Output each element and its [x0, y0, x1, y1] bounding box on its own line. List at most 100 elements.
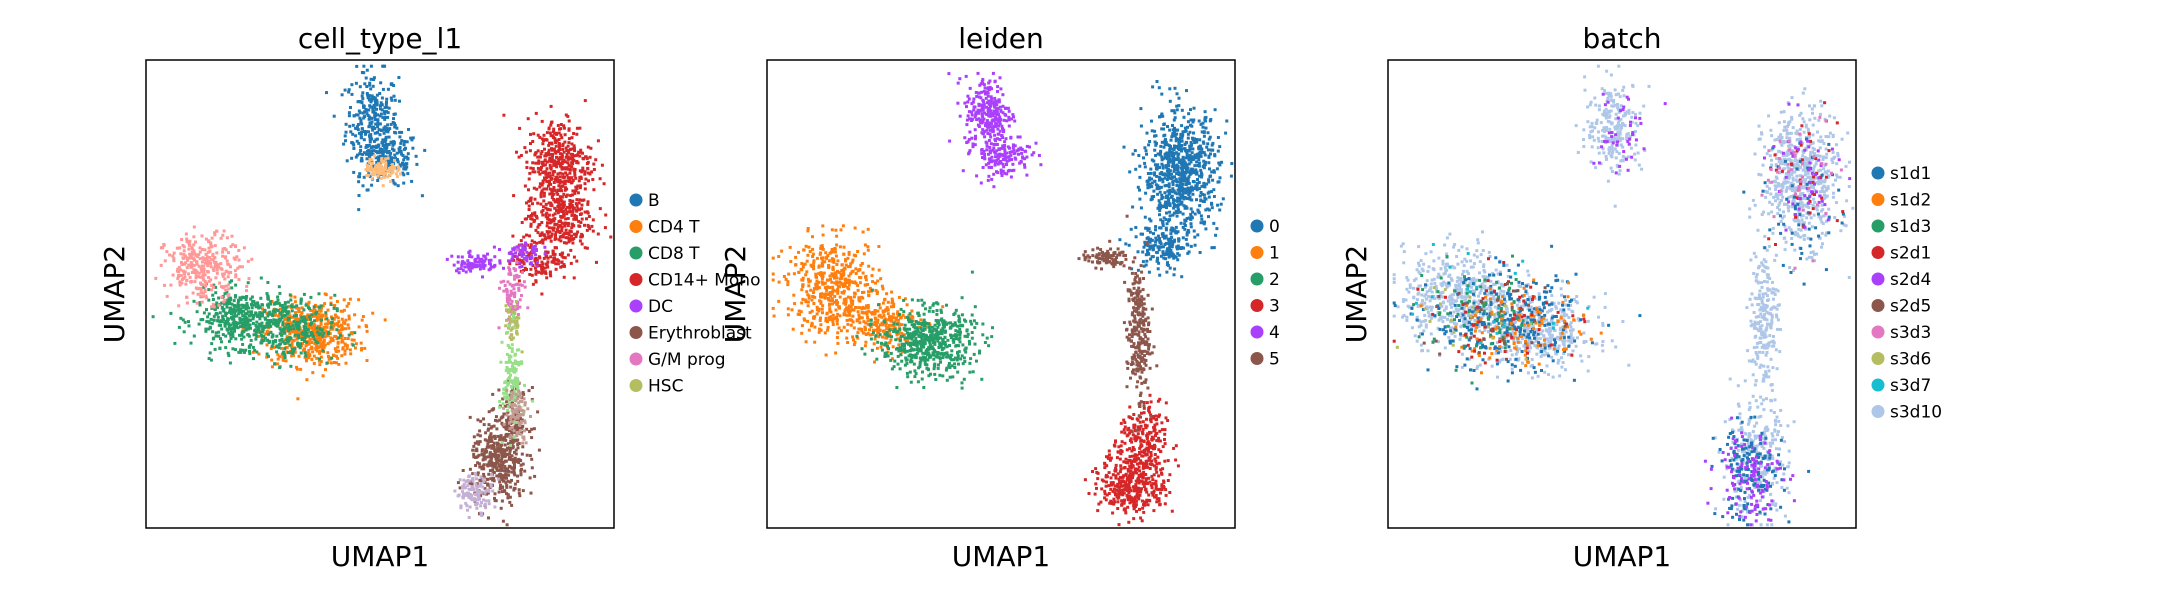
data-point	[249, 343, 253, 347]
data-point	[239, 348, 243, 352]
data-point	[266, 338, 270, 342]
data-point	[529, 222, 533, 226]
data-point	[585, 157, 589, 161]
data-point	[403, 163, 407, 167]
data-point	[542, 205, 545, 209]
data-point	[179, 252, 183, 256]
data-point	[317, 312, 321, 316]
data-point	[324, 329, 328, 333]
data-point	[284, 308, 288, 312]
data-point	[881, 301, 885, 305]
data-point	[491, 453, 495, 457]
data-point	[525, 166, 529, 169]
data-point	[565, 210, 569, 214]
data-point	[303, 351, 307, 355]
data-point	[575, 232, 578, 236]
data-point	[322, 345, 326, 349]
data-point	[251, 317, 255, 321]
data-point	[561, 147, 565, 151]
data-point	[549, 220, 553, 224]
data-point	[378, 147, 382, 151]
data-point	[1169, 253, 1173, 257]
data-point	[225, 302, 229, 306]
data-point	[511, 255, 515, 259]
data-point	[238, 296, 242, 300]
data-point	[588, 227, 592, 231]
data-point	[484, 499, 488, 503]
legend-label: DC	[648, 297, 673, 317]
data-point	[315, 318, 319, 322]
data-point	[532, 186, 536, 190]
data-point	[473, 497, 477, 501]
data-point	[565, 166, 569, 170]
data-point	[260, 314, 264, 318]
data-point	[1141, 232, 1144, 236]
data-point	[318, 357, 321, 361]
data-point	[359, 341, 363, 345]
data-point	[1139, 107, 1143, 111]
data-point	[224, 284, 228, 288]
data-point	[382, 150, 386, 153]
data-point	[528, 245, 532, 249]
data-point	[342, 142, 346, 146]
data-point	[206, 315, 210, 319]
data-point	[304, 318, 308, 322]
data-point	[1162, 127, 1165, 131]
data-point	[1184, 177, 1188, 181]
data-point	[312, 305, 316, 309]
legend-marker	[629, 273, 643, 286]
data-point	[351, 132, 355, 136]
data-point	[369, 77, 373, 81]
data-point	[583, 182, 587, 186]
data-point	[224, 322, 228, 326]
data-point	[228, 327, 232, 331]
data-point	[403, 147, 406, 151]
data-point	[244, 298, 248, 301]
data-point	[566, 176, 570, 180]
data-point	[486, 442, 490, 446]
data-point	[540, 221, 544, 224]
data-point	[508, 495, 512, 499]
data-point	[545, 230, 549, 234]
data-point	[1186, 190, 1190, 194]
data-point	[385, 105, 389, 109]
data-point	[546, 251, 550, 255]
data-point	[585, 246, 589, 250]
data-point	[502, 474, 506, 478]
data-point	[531, 167, 535, 171]
data-point	[576, 161, 580, 165]
legend-item: Erythroblast	[629, 324, 752, 344]
data-point	[521, 270, 524, 274]
data-point	[511, 234, 515, 238]
data-point	[533, 213, 537, 217]
data-point	[318, 363, 322, 367]
data-point	[315, 326, 319, 330]
data-point	[293, 333, 297, 337]
data-point	[1218, 208, 1222, 212]
data-point	[486, 464, 490, 468]
data-point	[212, 305, 216, 309]
data-point	[515, 248, 519, 252]
data-point	[276, 357, 280, 361]
data-point	[505, 419, 509, 422]
data-point	[506, 496, 510, 500]
data-point	[492, 424, 496, 428]
data-point	[215, 251, 219, 255]
data-point	[499, 416, 503, 420]
data-point	[482, 467, 486, 471]
data-point	[309, 317, 312, 321]
data-point	[1180, 139, 1184, 143]
data-point	[1164, 226, 1168, 230]
data-point	[380, 158, 384, 162]
data-point	[244, 327, 248, 331]
data-point	[265, 355, 269, 359]
data-point	[265, 352, 269, 356]
data-point	[1196, 233, 1200, 237]
data-point	[177, 265, 181, 269]
data-point	[330, 317, 334, 321]
data-point	[598, 207, 602, 211]
data-point	[231, 243, 235, 247]
data-point	[479, 504, 483, 508]
data-point	[332, 306, 336, 310]
data-point	[538, 256, 542, 260]
